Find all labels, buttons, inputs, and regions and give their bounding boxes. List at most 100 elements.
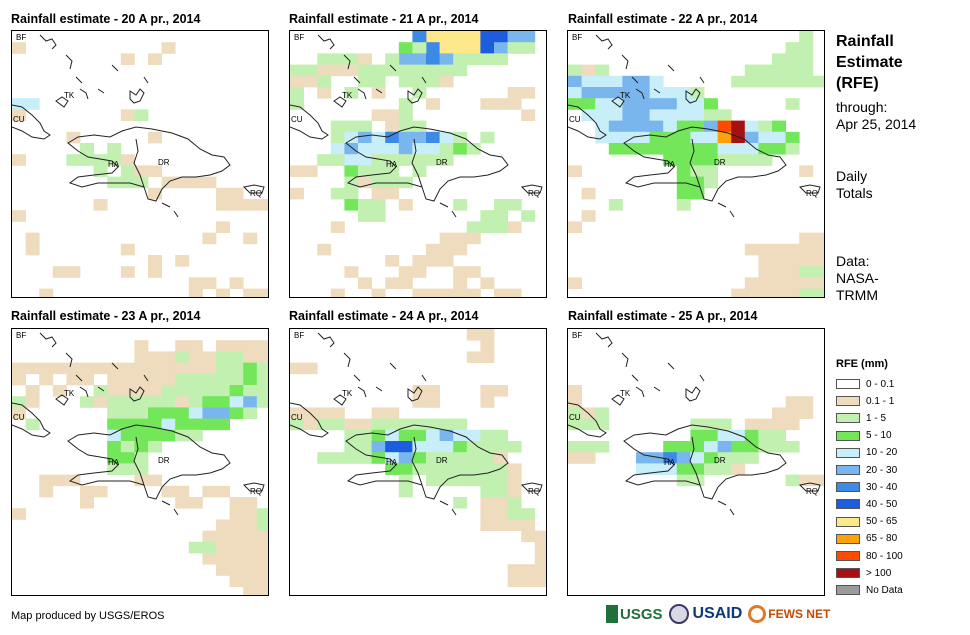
rainfall-cell [398,429,413,442]
rainfall-cell [426,385,440,397]
rainfall-cell [12,98,26,110]
rainfall-cell [330,143,345,155]
rainfall-cell [453,53,468,65]
rainfall-cell [690,463,705,475]
rainfall-cell [344,266,359,278]
rainfall-cell [243,541,258,554]
rainfall-cell [229,541,244,554]
rainfall-cell [704,131,718,144]
rainfall-cell [371,441,386,453]
rainfall-cell [758,131,773,144]
rainfall-cell [453,131,468,144]
rainfall-cell [120,154,135,166]
rainfall-cell [120,176,135,189]
rainfall-cell [412,53,427,65]
rainfall-cell [690,165,705,177]
usaid-seal-icon [668,604,689,624]
rainfall-cell [439,53,454,65]
rainfall-cell [398,131,413,144]
rainfall-cell [25,362,40,375]
rainfall-cell [229,508,244,520]
rainfall-cell [453,31,468,43]
rainfall-cell [663,131,678,144]
label-cu: CU [291,413,303,422]
rainfall-cell [175,407,190,419]
rainfall-cell [175,362,190,375]
rainfall-cell [663,120,678,133]
rainfall-cell [107,176,122,189]
rainfall-cell [426,463,440,475]
rainfall-cell [466,53,481,65]
rainfall-cell [161,418,176,431]
rainfall-cell [494,385,508,397]
label-tk: TK [342,91,353,100]
rainfall-cell [256,553,268,565]
rainfall-cell [772,288,786,297]
legend-swatch [836,533,860,544]
rainfall-cell [202,485,217,498]
rainfall-cell [426,98,440,110]
rainfall-cell [439,452,454,464]
cuba-coast [568,402,607,438]
haiti-border [411,436,423,486]
rainfall-cell [608,131,623,144]
rainfall-cell [785,255,800,267]
rainfall-cell [785,131,800,144]
rainfall-cell [175,385,190,397]
rainfall-cell [330,187,345,200]
label-cu: CU [291,115,303,124]
rainfall-cell [439,255,454,267]
rainfall-cell [690,131,705,144]
legend-swatch [836,482,860,493]
rainfall-cell [704,176,718,189]
rainfall-cell [494,508,508,520]
rainfall-cell [161,362,176,375]
hispaniola-coast [345,126,509,202]
rainfall-cell [39,362,54,375]
rainfall-cell [229,385,244,397]
rainfall-cell [344,199,359,211]
rainfall-cell [494,199,508,211]
rainfall-cell [229,530,244,543]
label-dr: DR [158,158,170,167]
rainfall-cell [663,154,678,166]
usgs-logo-text: USGS [620,605,663,623]
rainfall-cell [358,418,372,431]
rainfall-cell [12,373,26,386]
rainfall-cell [480,277,495,289]
rainfall-cell [216,396,230,408]
rainfall-cell [453,42,468,54]
rainfall-cell [398,199,413,211]
rainfall-cell [744,75,759,88]
rainfall-cell [371,429,386,442]
rainfall-cell [690,441,705,453]
rainfall-cell [731,143,746,155]
rainfall-cell [216,485,230,498]
rainfall-cell [344,441,359,453]
rainfall-cell [398,176,413,189]
rainfall-cell [758,418,773,431]
usaid-logo: USAID [692,605,743,622]
label-ha: HA [386,458,398,467]
rainfall-cell [676,120,691,133]
rainfall-cell [799,288,814,297]
rainfall-cell [744,131,759,144]
rainfall-cell [480,31,495,43]
rainfall-cell [358,75,372,88]
rainfall-cell [148,53,162,65]
rainfall-cell [534,553,546,565]
legend-swatch [836,516,860,527]
rainfall-cell [690,418,705,431]
rainfall-cell [772,441,786,453]
rainfall-cell [120,418,135,431]
rainfall-cell [494,98,508,110]
rainfall-cell [134,176,149,189]
legend-label: 40 - 50 [866,498,898,510]
rainfall-cell [799,255,814,267]
haiti-border [689,138,701,188]
legend-item: 50 - 65 [836,515,897,529]
rainfall-cell [412,120,427,133]
rainfall-cell [785,143,800,155]
rainfall-cell [317,75,332,88]
rainfall-cell [426,418,440,431]
